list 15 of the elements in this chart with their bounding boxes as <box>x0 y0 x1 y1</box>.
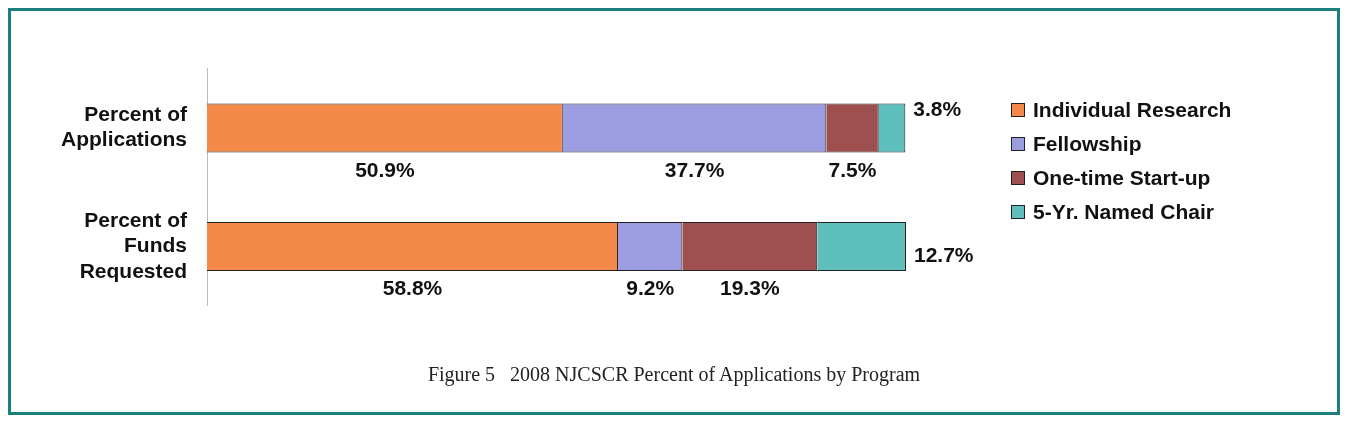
data-label: 7.5% <box>828 157 877 181</box>
y-tick-label: Percent of Applications <box>60 102 189 151</box>
legend-label: 5-Yr. Named Chair <box>1033 200 1214 224</box>
data-label: 50.9% <box>355 157 415 181</box>
legend-label: One-time Start-up <box>1033 166 1211 190</box>
data-label: 3.8% <box>913 96 962 120</box>
caption: Figure 5 2008 NJCSCR Percent of Applications by Program <box>426 363 922 386</box>
legend-label: Fellowship <box>1033 132 1142 156</box>
data-label: 12.7% <box>914 243 974 267</box>
legend-label: Individual Research <box>1033 98 1232 122</box>
data-label: 9.2% <box>626 276 675 300</box>
data-label: 58.8% <box>382 276 443 300</box>
data-label: 37.7% <box>664 157 725 181</box>
data-label: 19.3% <box>720 276 780 300</box>
y-tick-label: Percent of Funds Requested <box>79 208 189 282</box>
